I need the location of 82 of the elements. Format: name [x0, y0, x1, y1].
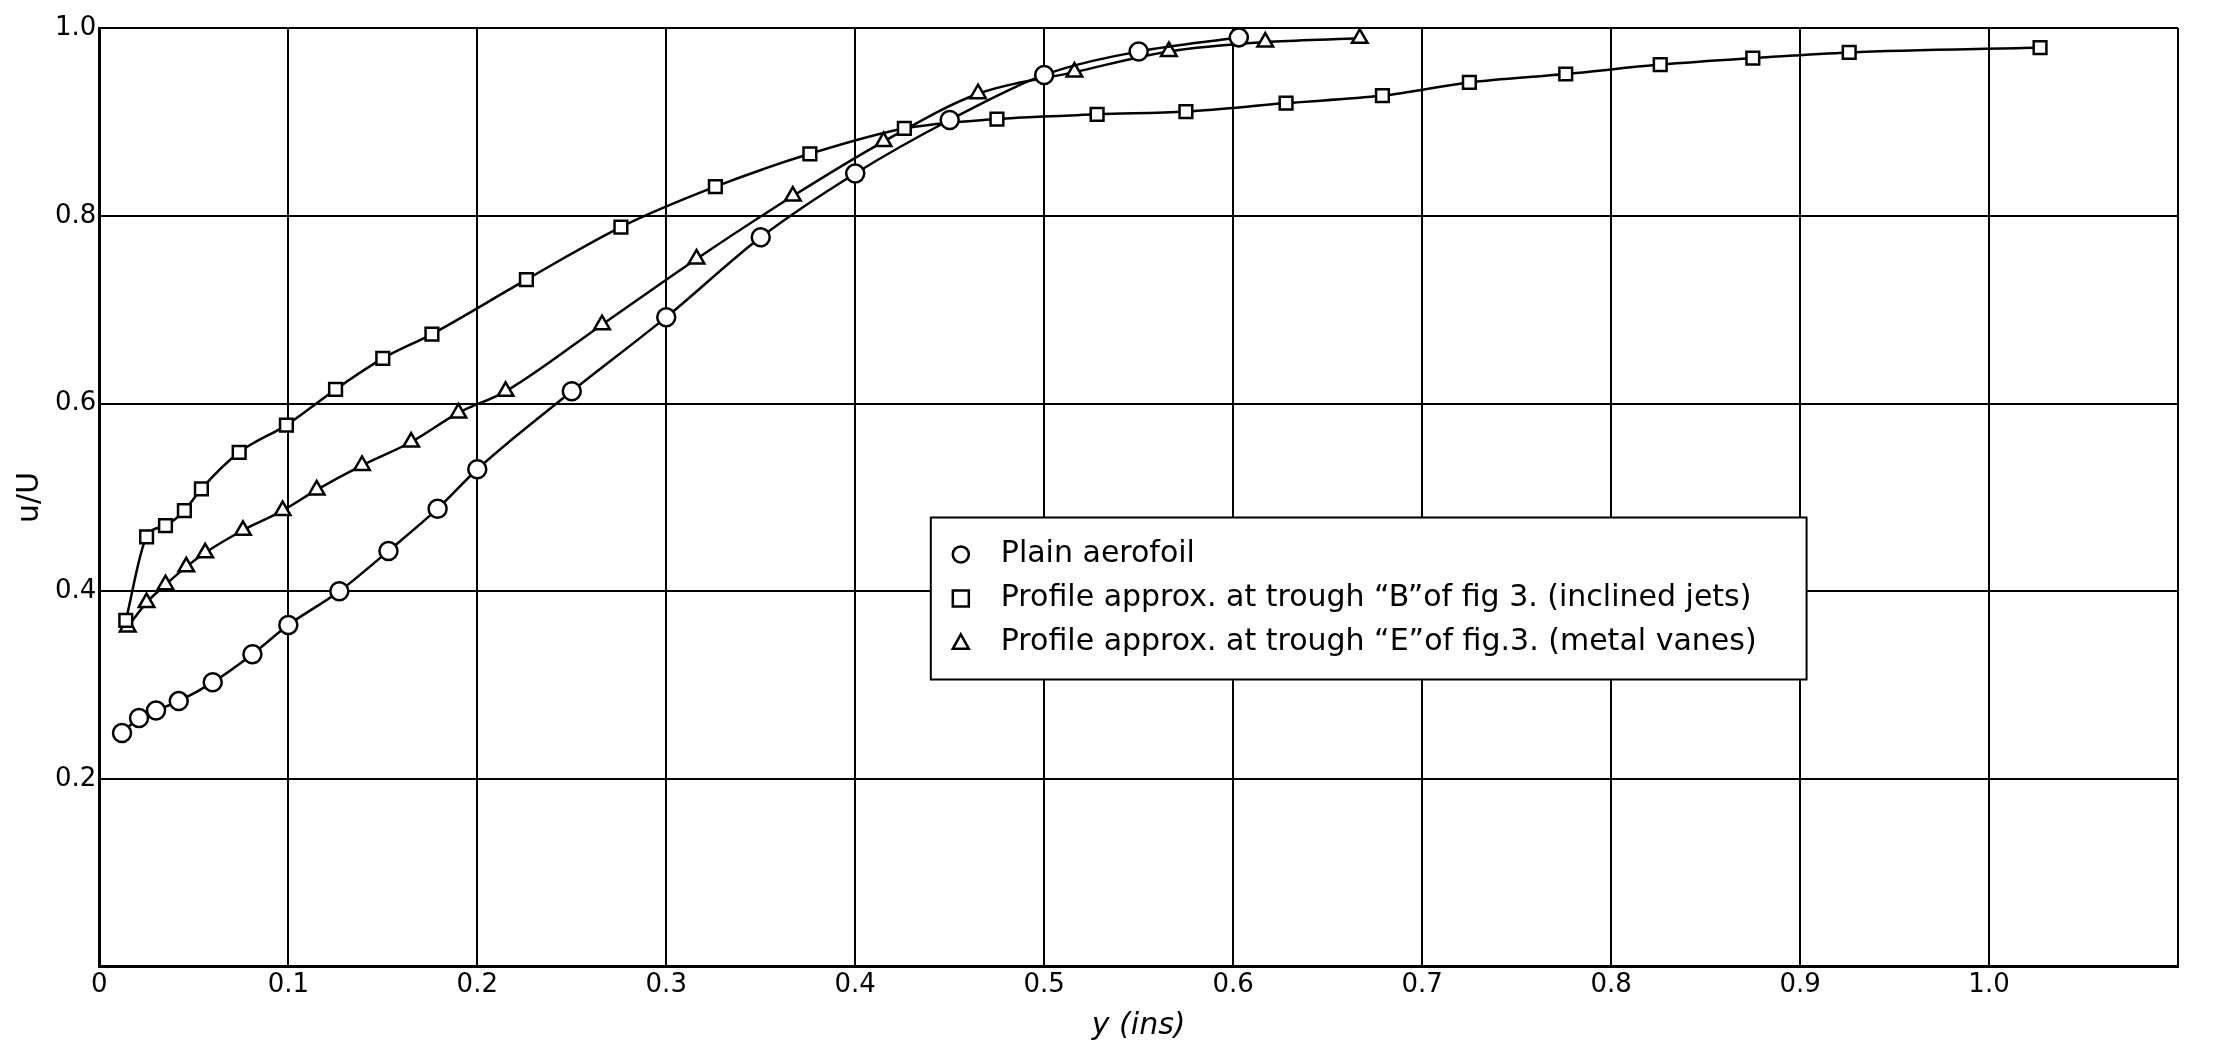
point: [352, 455, 372, 472]
point: [378, 540, 399, 562]
point: [449, 402, 468, 419]
point: [939, 109, 960, 131]
x-tick-label: 0.5: [1023, 968, 1065, 999]
x-tick-label: 1.0: [1968, 968, 2010, 999]
point: [1745, 50, 1761, 66]
point: [802, 146, 818, 162]
point: [561, 381, 583, 402]
point: [1178, 103, 1194, 120]
y-tick-label: 0.4: [54, 574, 97, 605]
point: [874, 131, 893, 148]
point: [193, 481, 210, 497]
point: [1841, 44, 1857, 61]
x-tick-label: 0.1: [267, 968, 309, 999]
point: [118, 612, 134, 628]
point: [707, 179, 723, 195]
legend-label: Profile approx. at trough “E”of fig.3. (metal vanes): [1000, 622, 1757, 658]
x-tick-label: 0.8: [1590, 968, 1632, 999]
x-tick-label: 0.4: [834, 968, 876, 999]
point: [592, 314, 612, 331]
point: [156, 574, 175, 591]
legend-label: Profile approx. at trough “B”of fig 3. (inclined jets): [1000, 578, 1752, 614]
point: [375, 350, 391, 367]
point: [467, 458, 488, 480]
point: [231, 444, 247, 460]
point: [424, 326, 440, 342]
point: [1652, 57, 1668, 73]
x-tick-label: 0.3: [645, 968, 687, 999]
point: [1350, 28, 1369, 45]
point: [327, 381, 344, 398]
point: [1033, 64, 1055, 86]
point: [307, 479, 326, 496]
y-tick-label: 1.0: [54, 10, 97, 41]
point: [273, 500, 292, 517]
x-tick-label: 0.9: [1779, 968, 1821, 999]
point: [427, 498, 448, 519]
point: [233, 520, 253, 537]
point: [750, 227, 771, 248]
x-tick-label: 0.6: [1212, 968, 1254, 999]
point: [518, 271, 535, 288]
point: [196, 542, 215, 559]
point: [145, 700, 167, 721]
point: [278, 614, 299, 636]
point: [176, 502, 192, 519]
point: [844, 163, 866, 184]
point: [1461, 74, 1477, 91]
x-tick-label: 0.2: [456, 968, 498, 999]
point: [168, 690, 189, 712]
point: [1089, 106, 1105, 122]
point: [2032, 40, 2048, 56]
point: [1278, 95, 1294, 111]
y-axis-title: u/U: [9, 471, 45, 523]
point: [202, 672, 223, 693]
point: [1128, 41, 1149, 62]
x-tick-label: 0.7: [1401, 968, 1443, 999]
point: [1374, 87, 1391, 104]
point: [137, 592, 156, 609]
point: [111, 722, 133, 744]
point: [128, 707, 150, 729]
point: [157, 517, 174, 534]
point: [613, 219, 629, 235]
legend-label: Plain aerofoil: [1000, 534, 1195, 570]
point: [656, 306, 677, 328]
y-tick-label: 0.6: [54, 386, 97, 417]
y-tick-label: 0.8: [54, 198, 97, 229]
point: [402, 431, 421, 448]
x-axis-title: y (ins): [1090, 1005, 1186, 1041]
point: [138, 529, 155, 545]
point: [989, 111, 1005, 127]
point: [687, 248, 706, 265]
point: [1228, 28, 1250, 48]
point: [496, 381, 515, 398]
point: [177, 556, 196, 573]
x-tick-label: 0: [91, 968, 108, 999]
y-tick-label: 0.2: [54, 761, 97, 792]
point: [242, 643, 263, 665]
point: [896, 120, 912, 137]
point: [969, 83, 988, 100]
point: [329, 581, 350, 602]
point: [1558, 66, 1574, 82]
point: [278, 417, 295, 433]
